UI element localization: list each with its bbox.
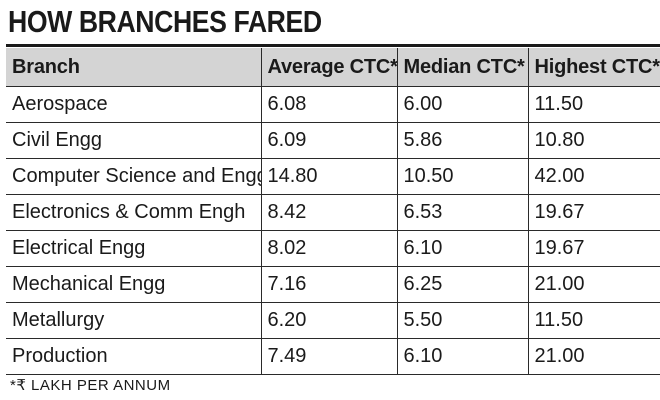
header-average-ctc: Average CTC* xyxy=(261,48,398,87)
cell-median-ctc: 5.50 xyxy=(397,302,529,339)
table-row: Aerospace 6.08 6.00 11.50 xyxy=(6,86,660,123)
cell-highest-ctc: 21.00 xyxy=(528,266,660,303)
cell-branch: Computer Science and Engg xyxy=(6,158,262,195)
cell-branch: Civil Engg xyxy=(6,122,262,159)
cell-median-ctc: 6.00 xyxy=(397,86,529,123)
table-row: Electronics & Comm Engh 8.42 6.53 19.67 xyxy=(6,194,660,231)
cell-branch: Production xyxy=(6,338,262,375)
cell-median-ctc: 6.10 xyxy=(397,338,529,375)
header-row: Branch Average CTC* Median CTC* Highest … xyxy=(6,48,660,87)
cell-median-ctc: 6.53 xyxy=(397,194,529,231)
cell-average-ctc: 14.80 xyxy=(261,158,398,195)
cell-branch: Mechanical Engg xyxy=(6,266,262,303)
header-branch: Branch xyxy=(6,48,262,87)
cell-highest-ctc: 42.00 xyxy=(528,158,660,195)
header-highest-ctc: Highest CTC* xyxy=(528,48,660,87)
table-row: Electrical Engg 8.02 6.10 19.67 xyxy=(6,230,660,267)
cell-highest-ctc: 19.67 xyxy=(528,194,660,231)
cell-average-ctc: 7.16 xyxy=(261,266,398,303)
cell-highest-ctc: 21.00 xyxy=(528,338,660,375)
cell-branch: Electrical Engg xyxy=(6,230,262,267)
cell-branch: Metallurgy xyxy=(6,302,262,339)
footnote: *₹ LAKH PER ANNUM xyxy=(10,377,171,394)
table-header: Branch Average CTC* Median CTC* Highest … xyxy=(6,48,660,87)
cell-median-ctc: 5.86 xyxy=(397,122,529,159)
table-row: Mechanical Engg 7.16 6.25 21.00 xyxy=(6,266,660,303)
cell-branch: Aerospace xyxy=(6,86,262,123)
table-row: Metallurgy 6.20 5.50 11.50 xyxy=(6,302,660,339)
cell-average-ctc: 6.20 xyxy=(261,302,398,339)
cell-highest-ctc: 10.80 xyxy=(528,122,660,159)
title-rule xyxy=(6,44,660,47)
table-body: Aerospace 6.08 6.00 11.50 Civil Engg 6.09 5.86… xyxy=(6,86,660,375)
table-row: Civil Engg 6.09 5.86 10.80 xyxy=(6,122,660,159)
cell-highest-ctc: 11.50 xyxy=(528,86,660,123)
cell-average-ctc: 8.42 xyxy=(261,194,398,231)
header-median-ctc: Median CTC* xyxy=(397,48,529,87)
cell-median-ctc: 6.25 xyxy=(397,266,529,303)
cell-average-ctc: 7.49 xyxy=(261,338,398,375)
cell-average-ctc: 8.02 xyxy=(261,230,398,267)
cell-median-ctc: 6.10 xyxy=(397,230,529,267)
cell-average-ctc: 6.08 xyxy=(261,86,398,123)
chart-title: HOW BRANCHES FARED xyxy=(8,4,322,39)
cell-highest-ctc: 11.50 xyxy=(528,302,660,339)
cell-branch: Electronics & Comm Engh xyxy=(6,194,262,231)
cell-highest-ctc: 19.67 xyxy=(528,230,660,267)
cell-median-ctc: 10.50 xyxy=(397,158,529,195)
table-row: Computer Science and Engg 14.80 10.50 42.00 xyxy=(6,158,660,195)
table-row: Production 7.49 6.10 21.00 xyxy=(6,338,660,375)
branch-ctc-table: Branch Average CTC* Median CTC* Highest … xyxy=(6,48,660,375)
cell-average-ctc: 6.09 xyxy=(261,122,398,159)
